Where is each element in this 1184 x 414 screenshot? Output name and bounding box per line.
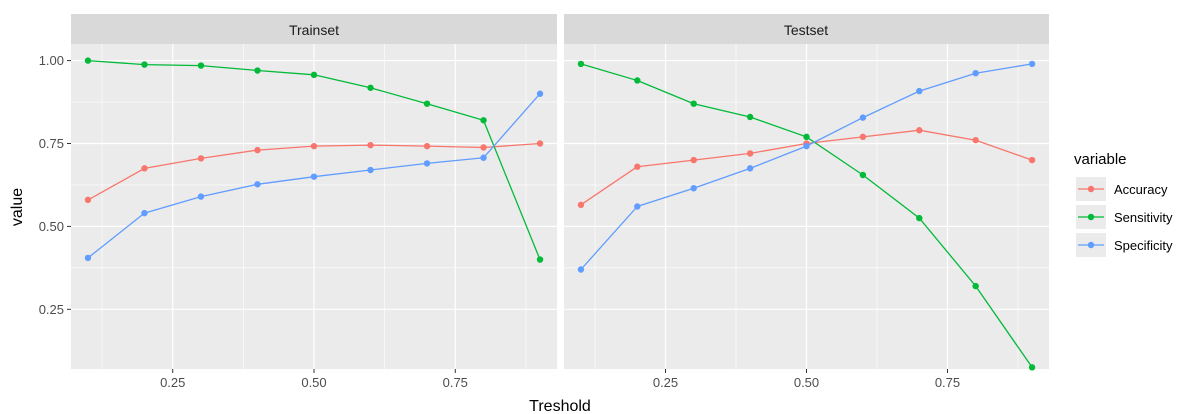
data-point-specificity [690,185,697,192]
data-point-specificity [480,154,487,161]
data-point-sensitivity [310,71,318,79]
data-point-sensitivity [690,100,697,107]
y-tick-label: 0.25 [39,302,64,317]
legend-label-accuracy: Accuracy [1114,182,1168,197]
legend-label-sensitivity: Sensitivity [1114,210,1173,225]
data-point-specificity [746,165,754,172]
data-point-sensitivity [141,61,148,68]
data-point-specificity [84,254,92,262]
data-point-accuracy [536,140,544,147]
data-point-accuracy [254,146,261,154]
data-point-sensitivity [536,256,544,263]
data-point-specificity [972,69,979,77]
data-point-specificity [1028,60,1036,68]
data-point-accuracy [310,142,318,150]
legend-marker-sensitivity [1087,213,1095,221]
data-point-accuracy [84,196,92,204]
x-axis-title: Treshold [529,398,591,414]
data-point-sensitivity [423,100,431,107]
x-tick-label: 0.50 [301,375,326,390]
data-point-specificity [141,209,148,217]
data-point-sensitivity [254,67,261,74]
data-point-accuracy [1028,156,1036,164]
y-axis-ticks: 0.25 0.50 0.75 1.00 [39,53,71,317]
series-testset [577,60,1036,371]
strip-testset [564,14,1049,44]
data-point-accuracy [367,141,374,149]
strip-trainset [71,14,557,44]
y-tick-label: 1.00 [39,53,64,68]
data-point-specificity [367,166,374,174]
data-point-specificity [916,87,923,95]
legend-title: variable [1074,151,1127,168]
y-axis-title: value [9,188,26,226]
data-point-accuracy [859,133,867,141]
data-point-sensitivity [916,214,923,222]
panel-trainset: Trainset 0.25 0.50 0.75 [71,14,557,390]
data-point-sensitivity [367,84,374,91]
x-tick-label: 0.75 [935,375,960,390]
data-point-sensitivity [746,113,754,121]
data-point-specificity [803,142,810,150]
data-point-specificity [859,114,867,121]
data-point-sensitivity [972,282,979,290]
data-point-sensitivity [634,77,641,84]
data-point-accuracy [480,144,487,151]
data-point-accuracy [634,163,641,170]
data-point-sensitivity [1028,364,1036,371]
legend-label-specificity: Specificity [1114,238,1173,253]
data-point-accuracy [423,142,431,150]
legend: variable Accuracy Sensitivity Specificity [1074,151,1173,257]
data-point-accuracy [197,155,205,162]
gridlines-trainset [71,44,557,369]
y-tick-label: 0.75 [39,136,64,151]
legend-marker-accuracy [1087,185,1095,193]
data-point-sensitivity [480,117,487,124]
data-point-accuracy [577,201,585,209]
data-point-specificity [254,181,261,188]
data-point-sensitivity [577,60,585,68]
x-ticks-testset: 0.25 0.50 0.75 [653,369,960,390]
data-point-accuracy [972,136,979,144]
data-point-specificity [634,203,641,210]
data-point-specificity [310,173,318,180]
data-point-sensitivity [197,62,205,69]
data-point-specificity [423,160,431,167]
x-tick-label: 0.75 [443,375,468,390]
legend-marker-specificity [1087,241,1095,249]
x-ticks-trainset: 0.25 0.50 0.75 [160,369,468,390]
data-point-accuracy [746,150,754,157]
data-point-sensitivity [803,133,810,141]
y-tick-label: 0.50 [39,219,64,234]
data-point-specificity [577,266,585,273]
data-point-accuracy [690,156,697,164]
panel-testset: Testset 0.25 0.50 0.75 [564,14,1049,390]
data-point-sensitivity [84,57,92,64]
data-point-specificity [536,90,544,97]
data-point-accuracy [916,127,923,134]
x-tick-label: 0.25 [160,375,185,390]
strip-title-testset: Testset [784,22,828,38]
legend-items: Accuracy Sensitivity Specificity [1076,177,1173,257]
strip-title-trainset: Trainset [289,22,339,38]
data-point-sensitivity [859,171,867,179]
series-trainset [84,57,544,263]
x-tick-label: 0.25 [653,375,678,390]
data-point-accuracy [141,165,148,172]
x-tick-label: 0.50 [794,375,819,390]
data-point-specificity [197,193,205,200]
